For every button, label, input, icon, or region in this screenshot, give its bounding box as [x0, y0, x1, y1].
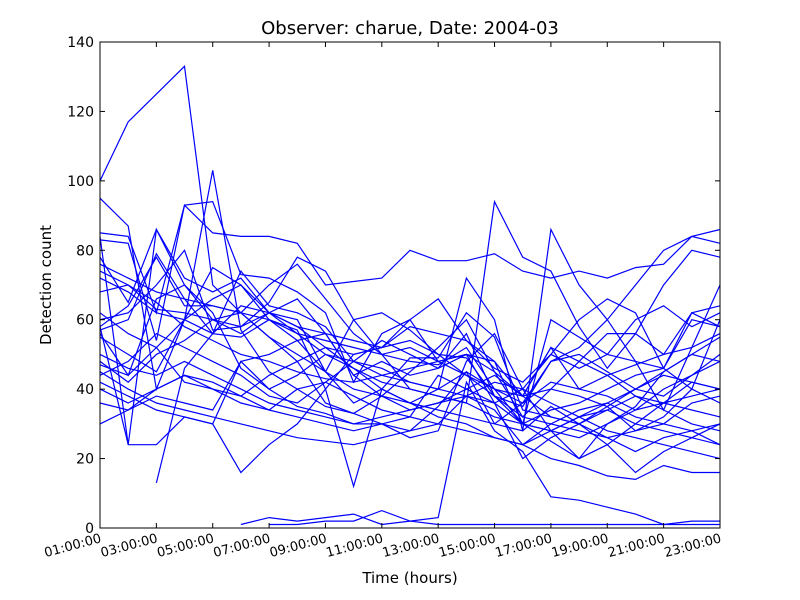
- y-tick-label: 120: [67, 104, 94, 120]
- x-tick-label: 07:00:00: [212, 531, 272, 561]
- x-tick-label: 23:00:00: [663, 531, 723, 561]
- chart-title: Observer: charue, Date: 2004-03: [261, 18, 559, 39]
- x-tick-label: 09:00:00: [268, 531, 328, 561]
- x-tick-label: 03:00:00: [99, 531, 159, 561]
- series-line-22: [99, 326, 721, 474]
- series-line-5: [99, 204, 721, 341]
- y-tick-label: 140: [67, 35, 94, 51]
- x-tick-label: 21:00:00: [606, 531, 666, 561]
- y-axis-label: Detection count: [37, 225, 55, 345]
- series-line-24: [240, 380, 720, 526]
- y-tick-label: 100: [67, 174, 94, 190]
- y-axis: 0 20 40 60 80 100 120 140: [67, 35, 720, 537]
- series-lines: [99, 65, 721, 526]
- series-line-21: [99, 374, 721, 460]
- y-tick-label: 20: [76, 452, 94, 468]
- series-line-23: [155, 319, 720, 489]
- series-line-3: [99, 201, 721, 398]
- series-line-17: [99, 371, 721, 453]
- series-line-9: [99, 235, 721, 408]
- series-line-28: [99, 298, 721, 383]
- series-line-10: [99, 298, 721, 425]
- x-tick-label: 17:00:00: [494, 531, 554, 561]
- series-line-26: [99, 199, 721, 404]
- series-line-25: [269, 509, 720, 526]
- series-line-1: [99, 65, 721, 432]
- series-line-29: [99, 298, 721, 404]
- y-tick-label: 40: [76, 382, 94, 398]
- x-tick-label: 01:00:00: [43, 531, 103, 561]
- series-line-27: [99, 227, 721, 431]
- x-tick-label: 15:00:00: [437, 531, 497, 561]
- x-axis-label: Time (hours): [361, 569, 457, 587]
- x-tick-label: 19:00:00: [550, 531, 610, 561]
- x-tick-label: 13:00:00: [381, 531, 441, 561]
- x-tick-label: 11:00:00: [325, 531, 385, 561]
- y-tick-label: 80: [76, 243, 94, 259]
- series-line-20: [99, 332, 721, 460]
- y-tick-label: 60: [76, 313, 94, 329]
- x-tick-label: 05:00:00: [155, 531, 215, 561]
- plot-frame: [99, 41, 721, 529]
- series-line-4: [99, 227, 721, 445]
- y-tick-label: 0: [85, 521, 94, 537]
